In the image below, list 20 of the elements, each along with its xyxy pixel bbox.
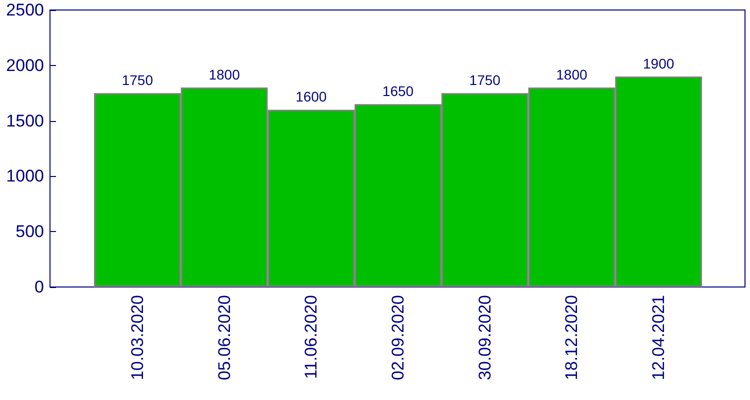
data-label: 1800 bbox=[556, 66, 588, 83]
x-tick-label: 30.09.2020 bbox=[475, 295, 494, 380]
data-label: 1750 bbox=[122, 72, 154, 88]
y-tick-label: 500 bbox=[16, 222, 44, 242]
data-label: 1650 bbox=[382, 83, 414, 100]
y-tick-label: 2000 bbox=[6, 56, 44, 75]
x-tick-label: 12.04.2021 bbox=[649, 295, 668, 380]
x-tick-label: 02.09.2020 bbox=[388, 295, 408, 380]
data-label: 1800 bbox=[208, 66, 240, 83]
y-tick-label: 1500 bbox=[6, 111, 44, 130]
y-tick-label: 1000 bbox=[6, 166, 44, 186]
x-tick-label: 05.06.2020 bbox=[214, 295, 234, 380]
y-tick-label: 2500 bbox=[6, 0, 44, 20]
x-tick-label: 10.03.2020 bbox=[128, 295, 147, 380]
y-tick-label: 0 bbox=[34, 278, 44, 296]
x-tick-label: 18.12.2020 bbox=[562, 295, 582, 380]
x-tick-label: 11.06.2020 bbox=[302, 295, 321, 379]
data-label: 1750 bbox=[469, 72, 501, 88]
data-label: 1900 bbox=[642, 55, 674, 72]
data-label: 1600 bbox=[296, 88, 327, 105]
